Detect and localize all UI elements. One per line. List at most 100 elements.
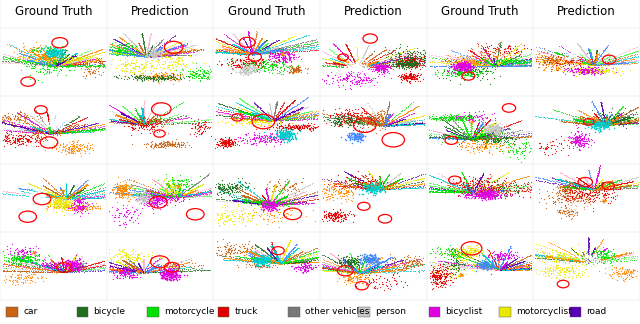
Point [212,142,223,147]
Point [540,146,550,152]
Point [267,252,277,257]
Point [405,72,415,77]
Point [581,67,591,72]
Point [495,56,505,62]
Point [238,109,248,114]
Point [253,199,263,204]
Point [465,263,476,269]
Point [83,57,93,63]
Point [260,46,270,52]
Point [52,194,62,199]
Point [363,256,373,261]
Point [386,283,396,288]
Point [265,118,275,123]
Point [237,41,247,46]
Point [602,112,612,118]
Point [271,52,281,58]
Point [139,104,149,109]
Point [419,113,429,118]
Point [183,191,193,197]
Point [512,265,522,270]
Point [566,257,576,262]
Point [600,181,611,186]
Point [586,186,596,191]
Point [582,251,593,256]
Point [161,65,172,70]
Point [574,143,584,148]
Point [587,62,597,67]
Point [220,188,230,193]
Point [1,121,11,126]
Point [285,259,296,264]
Point [180,191,190,197]
Point [377,115,387,120]
Point [139,117,149,122]
Point [435,281,445,286]
Point [599,118,609,123]
Point [500,187,511,192]
Point [375,61,385,66]
Point [303,123,313,128]
Point [52,195,62,201]
Point [555,54,565,59]
Point [134,121,144,126]
Point [442,55,452,61]
Point [476,186,486,191]
Point [45,126,56,131]
Point [276,128,286,133]
Point [283,49,293,54]
Point [16,260,26,265]
Point [522,263,532,268]
Point [553,184,563,189]
Point [170,180,180,185]
Point [235,45,245,50]
Point [292,126,303,131]
Point [385,123,395,128]
Point [481,126,491,132]
Point [430,275,440,280]
Point [160,74,170,79]
Point [51,63,61,68]
Point [630,54,640,59]
Point [127,120,138,125]
Point [372,118,383,123]
Point [480,187,490,192]
Point [575,52,586,57]
Point [449,264,459,270]
Point [43,264,53,270]
Point [40,128,51,133]
Point [485,133,495,139]
Point [13,262,23,267]
Point [474,142,484,147]
Point [260,48,271,53]
Point [81,61,91,66]
Point [445,112,456,117]
Point [227,188,237,193]
Point [125,262,136,268]
Point [264,117,275,122]
Point [220,46,230,51]
Point [58,59,68,64]
Point [240,110,250,115]
Point [358,118,369,123]
Point [385,54,395,59]
Point [265,256,275,261]
Point [162,194,172,199]
Point [555,256,565,261]
Point [105,263,115,268]
Point [456,134,467,139]
Point [468,64,478,69]
Point [62,53,72,58]
Point [323,267,333,272]
Point [74,262,84,268]
Point [262,247,273,252]
Point [600,184,610,189]
Point [10,249,20,255]
Point [440,250,450,255]
Point [129,75,140,80]
Point [350,270,360,275]
Point [106,43,116,48]
Point [162,126,172,131]
Point [445,56,455,61]
Point [121,254,131,259]
